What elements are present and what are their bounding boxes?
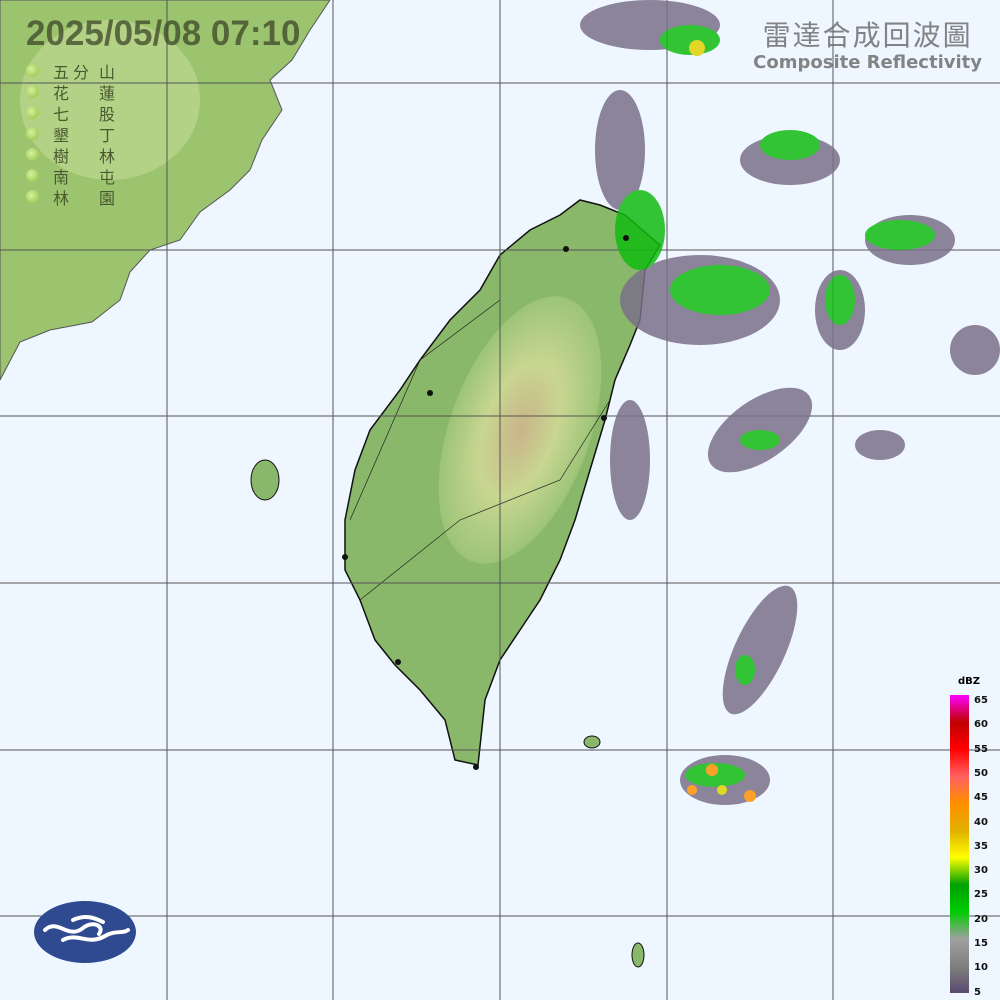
legend-tick: 15: [974, 938, 988, 949]
legend-tick: 35: [974, 840, 988, 852]
station-item: 樹林: [26, 144, 116, 166]
legend-tick: 10: [974, 962, 988, 974]
station-item: 林園: [26, 186, 116, 208]
legend-tick: 25: [974, 889, 988, 901]
station-char: 蓮: [99, 83, 116, 103]
station-char: 南: [53, 167, 70, 187]
station-char: 丁: [99, 125, 116, 145]
map-title: 雷達合成回波圖 Composite Reflectivity: [753, 14, 982, 73]
legend-tick: 45: [974, 792, 988, 804]
legend-tick: 65: [974, 695, 988, 706]
legend-tick: 50: [974, 767, 988, 779]
legend-tick: 20: [974, 913, 988, 925]
legend-tick: 5: [974, 986, 981, 998]
station-char: 林: [99, 146, 116, 166]
station-item: 南屯: [26, 165, 116, 187]
radar-echoes: [580, 0, 1000, 805]
station-char: 屯: [99, 167, 116, 187]
datetime-label: 2025/05/08 07:10: [26, 14, 301, 53]
station-dot-icon: [26, 169, 39, 182]
station-item: 五分山: [26, 60, 116, 82]
penghu-islands: [250, 459, 645, 968]
station-dot-icon: [26, 85, 39, 98]
title-zh: 雷達合成回波圖: [762, 19, 973, 52]
station-char: 樹: [53, 146, 70, 166]
title-en: Composite Reflectivity: [753, 52, 982, 73]
station-char: 林: [53, 188, 70, 208]
legend-tick: 30: [974, 865, 988, 877]
legend-tick: 55: [974, 743, 988, 755]
station-char: 股: [99, 104, 116, 124]
station-item: 七股: [26, 102, 116, 124]
station-char: 五: [53, 62, 70, 82]
legend-tick: 40: [974, 816, 988, 828]
station-dot-icon: [26, 64, 39, 77]
cwa-logo: [34, 901, 136, 963]
station-item: 花蓮: [26, 81, 116, 103]
station-item: 墾丁: [26, 123, 116, 145]
station-dot-icon: [26, 127, 39, 140]
station-char: 花: [53, 83, 70, 103]
legend-unit: dBZ: [958, 676, 981, 687]
station-char: 園: [99, 188, 116, 208]
legend-color-bar: [950, 695, 969, 993]
station-char: 墾: [53, 125, 70, 145]
station-dot-icon: [26, 106, 39, 119]
legend-tick: 60: [974, 719, 988, 731]
station-char: 山: [99, 62, 116, 82]
station-dot-icon: [26, 190, 39, 203]
radar-station-markers: [342, 235, 629, 770]
station-list: 五分山花蓮七股墾丁樹林南屯林園: [26, 60, 116, 208]
station-char: 分: [73, 62, 90, 82]
station-char: 七: [53, 104, 70, 124]
station-dot-icon: [26, 148, 39, 161]
